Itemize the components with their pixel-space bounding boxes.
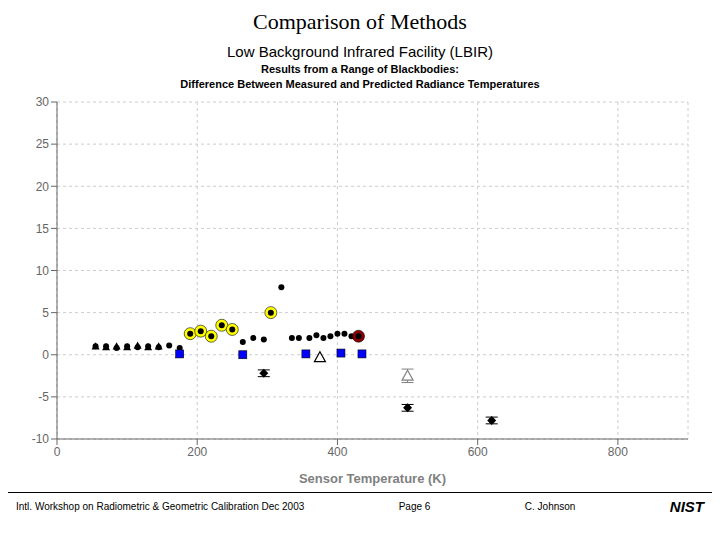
html-text:NIST: NIST xyxy=(669,498,704,515)
svg-text:600: 600 xyxy=(468,445,488,459)
svg-text:400: 400 xyxy=(327,445,347,459)
svg-text:15: 15 xyxy=(36,222,50,236)
svg-text:10: 10 xyxy=(36,264,50,278)
svg-text:30: 30 xyxy=(36,95,50,109)
html-text:Page 6: Page 6 xyxy=(398,501,431,512)
html-text:Difference Between Measured an: Difference Between Measured and Predicte… xyxy=(180,78,540,90)
svg-text:-10: -10 xyxy=(32,432,50,446)
svg-text:-5: -5 xyxy=(38,390,49,404)
svg-text:0: 0 xyxy=(54,445,61,459)
html-text:Results from a Range of Blackb: Results from a Range of Blackbodies: xyxy=(261,63,459,75)
html-text:Intl. Workshop on Radiometric: Intl. Workshop on Radiometric & Geometri… xyxy=(16,501,305,512)
svg-text:0: 0 xyxy=(42,348,49,362)
html-text:C. Johnson: C. Johnson xyxy=(524,501,576,512)
svg-text:200: 200 xyxy=(187,445,207,459)
html-text:Low Background Infrared Facili: Low Background Infrared Facility (LBIR) xyxy=(227,43,493,60)
svg-text:5: 5 xyxy=(42,306,49,320)
svg-text:20: 20 xyxy=(36,180,50,194)
svg-text:800: 800 xyxy=(608,445,628,459)
svg-text:Sensor Temperature (K): Sensor Temperature (K) xyxy=(299,471,446,486)
html-text:Comparison of Methods: Comparison of Methods xyxy=(253,9,467,34)
svg-text:25: 25 xyxy=(36,137,50,151)
